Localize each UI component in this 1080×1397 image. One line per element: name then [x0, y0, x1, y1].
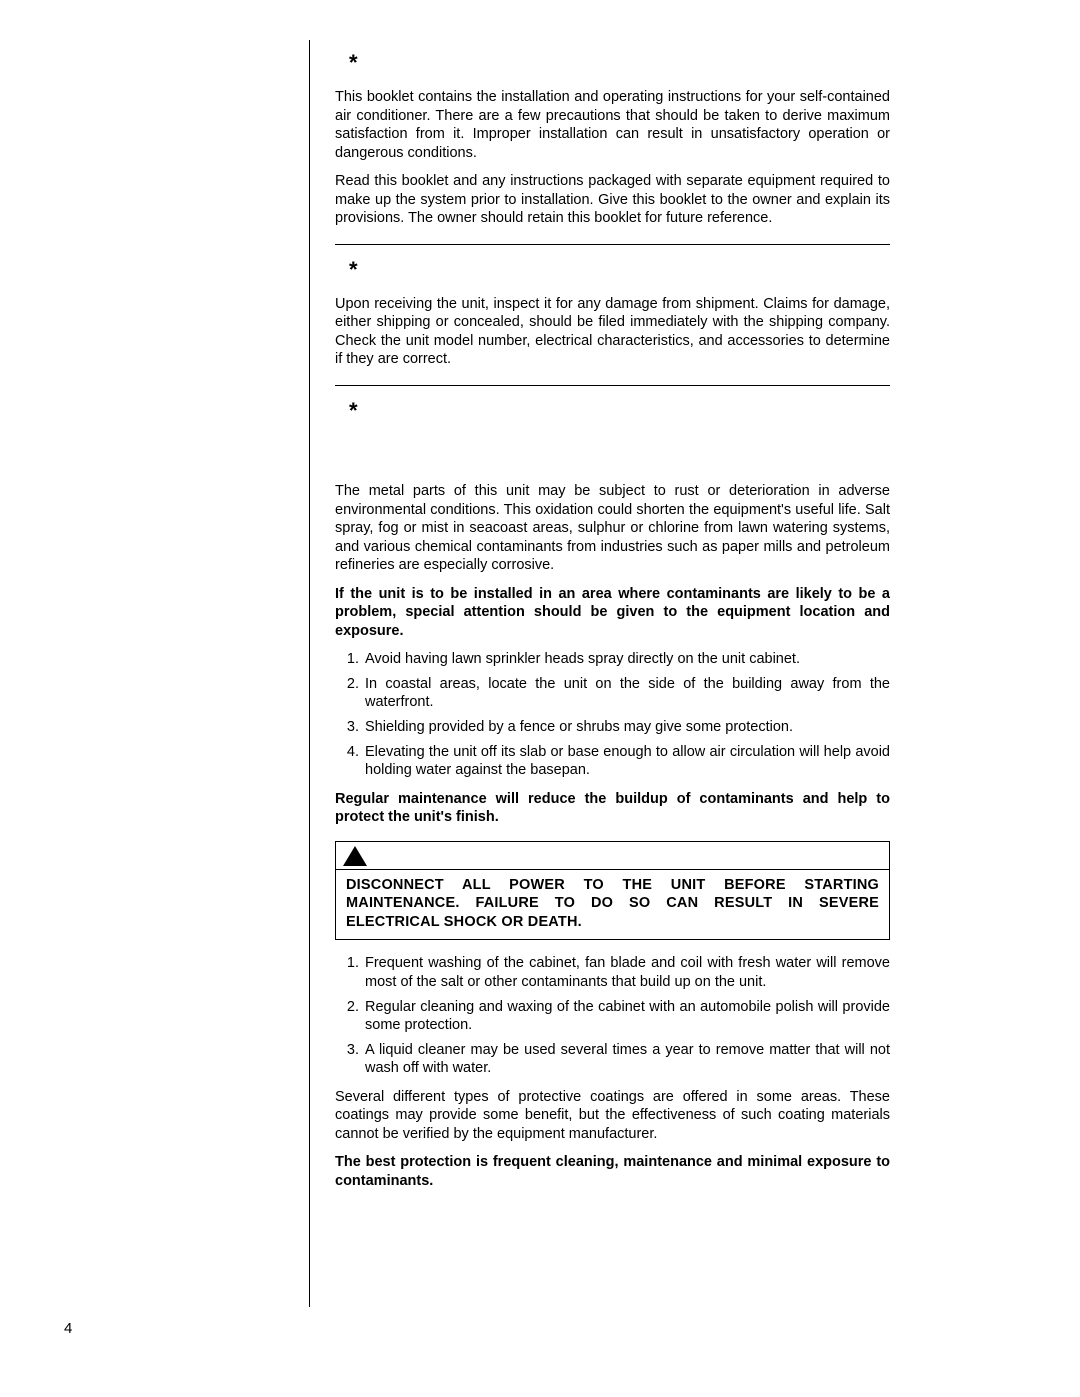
list-item: A liquid cleaner may be used several tim…	[363, 1041, 890, 1078]
warning-text: DISCONNECT ALL POWER TO THE UNIT BEFORE …	[346, 876, 879, 932]
page-number: 4	[64, 1320, 72, 1337]
paragraph: The metal parts of this unit may be subj…	[335, 482, 890, 575]
vertical-rule	[309, 40, 310, 1307]
horizontal-rule	[335, 385, 890, 386]
content-column: * This booklet contains the installation…	[335, 52, 890, 1200]
list-item: Regular cleaning and waxing of the cabin…	[363, 998, 890, 1035]
list-item: Elevating the unit off its slab or base …	[363, 743, 890, 780]
list-item: Shielding provided by a fence or shrubs …	[363, 718, 890, 737]
list-item: Avoid having lawn sprinkler heads spray …	[363, 650, 890, 669]
section-marker: *	[349, 52, 890, 74]
section-marker: *	[349, 259, 890, 281]
spacer	[335, 436, 890, 482]
paragraph: Upon receiving the unit, inspect it for …	[335, 295, 890, 369]
paragraph: This booklet contains the installation a…	[335, 88, 890, 162]
paragraph: Several different types of protective co…	[335, 1088, 890, 1144]
bold-paragraph: If the unit is to be installed in an are…	[335, 585, 890, 641]
bold-paragraph: The best protection is frequent cleaning…	[335, 1153, 890, 1190]
ordered-list: Frequent washing of the cabinet, fan bla…	[335, 954, 890, 1077]
warning-header	[336, 842, 889, 870]
list-item: Frequent washing of the cabinet, fan bla…	[363, 954, 890, 991]
section-marker: *	[349, 400, 890, 422]
page: * This booklet contains the installation…	[0, 0, 1080, 1397]
paragraph: Read this booklet and any instructions p…	[335, 172, 890, 228]
list-item: In coastal areas, locate the unit on the…	[363, 675, 890, 712]
ordered-list: Avoid having lawn sprinkler heads spray …	[335, 650, 890, 779]
bold-paragraph: Regular maintenance will reduce the buil…	[335, 790, 890, 827]
horizontal-rule	[335, 244, 890, 245]
warning-triangle-icon	[342, 845, 368, 867]
warning-box: DISCONNECT ALL POWER TO THE UNIT BEFORE …	[335, 841, 890, 941]
